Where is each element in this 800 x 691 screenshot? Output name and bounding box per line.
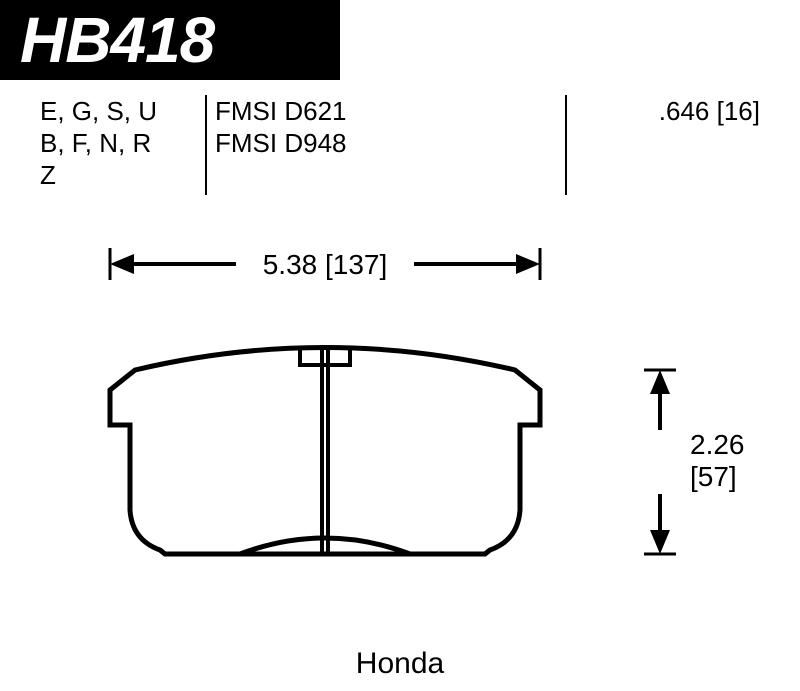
- fmsi-line1: FMSI D621: [215, 95, 347, 127]
- diagram: 5.38 [137]: [0, 230, 800, 630]
- thickness-mm: [16]: [717, 96, 760, 126]
- compound-codes: E, G, S, U B, F, N, R Z: [40, 95, 157, 191]
- brake-pad-shape: [110, 348, 540, 555]
- height-mm: [57]: [690, 461, 737, 492]
- header-bar: HB418: [0, 0, 340, 80]
- height-dimension: 2.26 [57]: [644, 370, 745, 554]
- codes-line2: B, F, N, R: [40, 127, 157, 159]
- brand-label: Honda: [0, 647, 800, 681]
- width-dimension: 5.38 [137]: [110, 248, 540, 280]
- part-number: HB418: [20, 3, 214, 77]
- divider: [565, 95, 567, 195]
- thickness-spec: .646 [16]: [659, 95, 760, 127]
- fmsi-line2: FMSI D948: [215, 127, 347, 159]
- svg-text:5.38 [137]: 5.38 [137]: [263, 249, 388, 280]
- thickness-in: .646: [659, 96, 710, 126]
- divider: [205, 95, 207, 195]
- width-in: 5.38: [263, 249, 318, 280]
- fmsi-codes: FMSI D621 FMSI D948: [215, 95, 347, 159]
- codes-line1: E, G, S, U: [40, 95, 157, 127]
- width-mm: [137]: [325, 249, 387, 280]
- height-in: 2.26: [690, 429, 745, 460]
- codes-line3: Z: [40, 159, 157, 191]
- spec-row: E, G, S, U B, F, N, R Z FMSI D621 FMSI D…: [40, 95, 760, 195]
